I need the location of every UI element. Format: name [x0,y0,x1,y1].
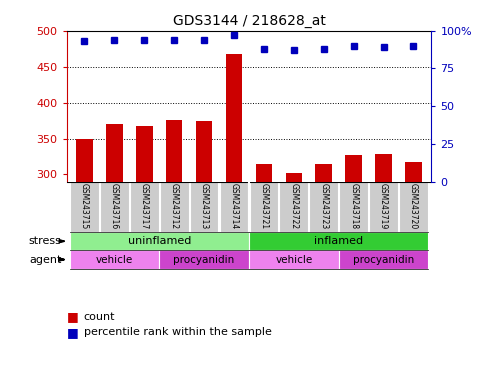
Bar [76,139,93,182]
Bar [136,126,152,182]
Bar [220,182,248,232]
Text: GSM243722: GSM243722 [289,183,298,229]
Bar [249,182,278,232]
Title: GDS3144 / 218628_at: GDS3144 / 218628_at [173,14,325,28]
Bar [106,124,123,182]
Text: percentile rank within the sample: percentile rank within the sample [84,327,272,337]
Text: stress: stress [29,236,62,246]
Text: GSM243719: GSM243719 [379,183,388,229]
Bar [70,232,249,250]
Text: GSM243715: GSM243715 [80,183,89,229]
Bar [339,182,368,232]
Text: GSM243712: GSM243712 [170,183,178,229]
Text: count: count [84,312,115,322]
Text: GSM243718: GSM243718 [349,183,358,229]
Bar [256,164,272,182]
Text: ■: ■ [67,326,78,339]
Text: inflamed: inflamed [314,236,363,246]
Text: vehicle: vehicle [96,255,133,265]
Bar [316,164,332,182]
Bar [399,182,428,232]
Text: GSM243713: GSM243713 [200,183,209,229]
Text: procyanidin: procyanidin [174,255,235,265]
Text: GSM243716: GSM243716 [110,183,119,229]
Bar [249,250,339,269]
Bar [166,120,182,182]
Text: vehicle: vehicle [275,255,313,265]
Text: uninflamed: uninflamed [128,236,191,246]
Bar [375,154,392,182]
Bar [130,182,159,232]
Bar [369,182,398,232]
Bar [346,155,362,182]
Text: ■: ■ [67,310,78,323]
Bar [249,232,428,250]
Bar [100,182,129,232]
Text: agent: agent [29,255,62,265]
Text: GSM243714: GSM243714 [230,183,239,229]
Bar [310,182,338,232]
Text: GSM243717: GSM243717 [140,183,149,229]
Bar [70,182,99,232]
Text: GSM243721: GSM243721 [259,183,268,229]
Bar [160,182,188,232]
Bar [196,121,212,182]
Bar [70,250,159,269]
Text: procyanidin: procyanidin [353,255,414,265]
Bar [339,250,428,269]
Text: GSM243720: GSM243720 [409,183,418,229]
Bar [226,54,242,182]
Bar [285,173,302,182]
Bar [405,162,422,182]
Bar [280,182,308,232]
Bar [190,182,218,232]
Bar [159,250,249,269]
Text: GSM243723: GSM243723 [319,183,328,229]
